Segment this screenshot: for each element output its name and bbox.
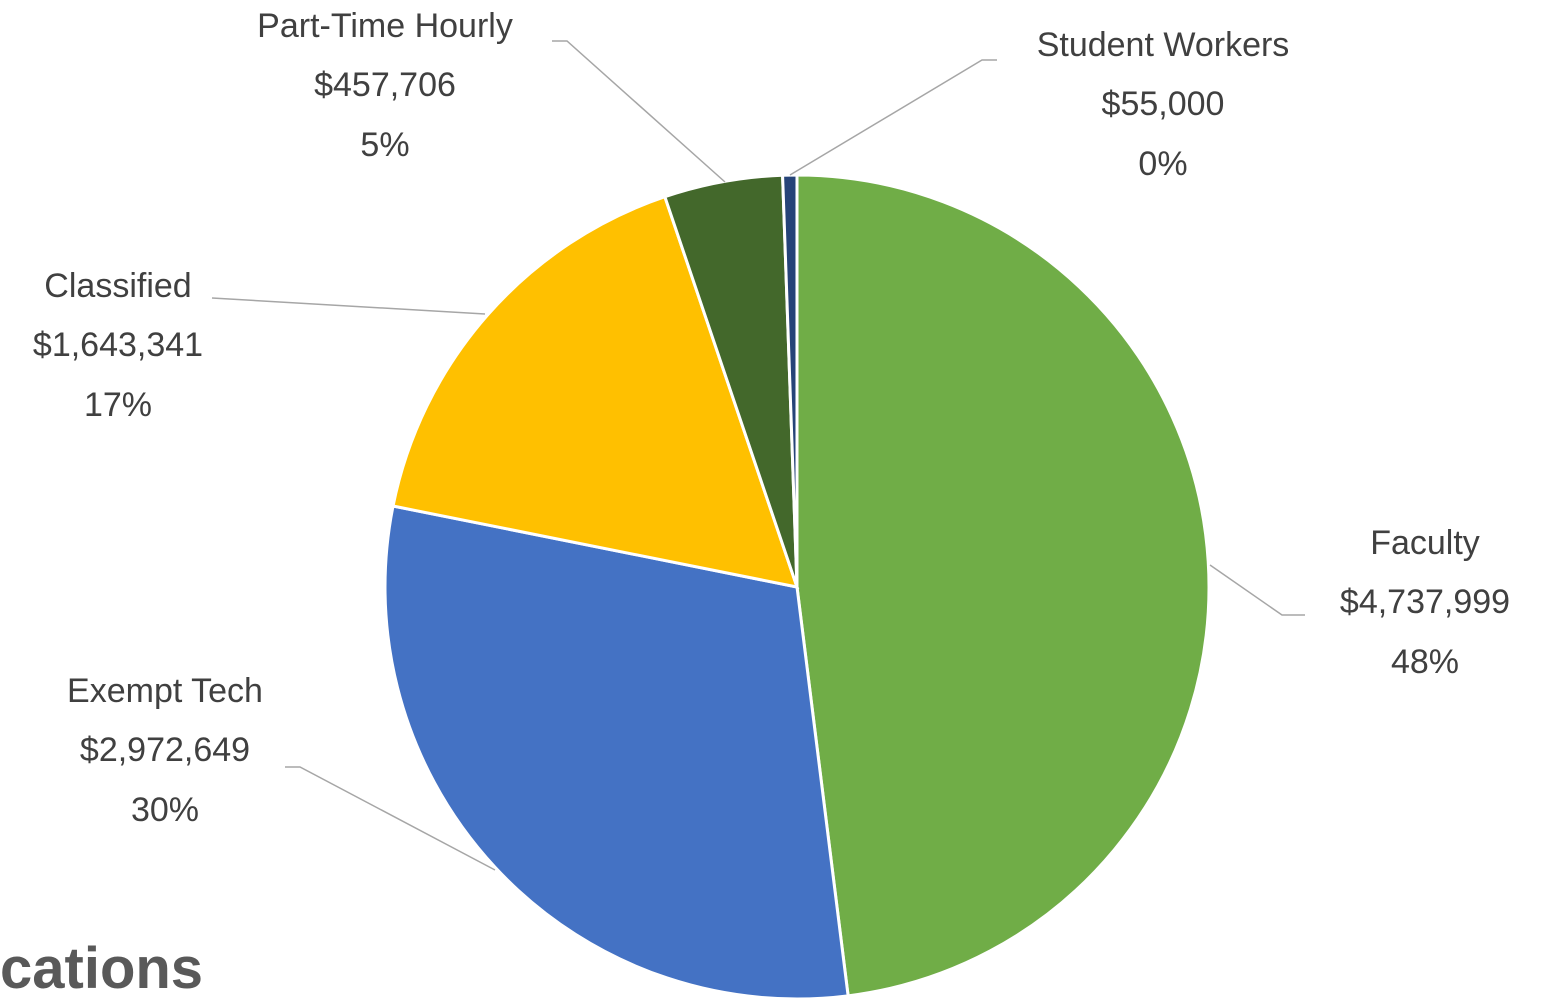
slice-value-label: $457,706 xyxy=(314,66,456,104)
slice-percent-label: 5% xyxy=(360,126,409,164)
slice-value-label: $4,737,999 xyxy=(1340,583,1510,621)
leader-line xyxy=(789,59,997,176)
slice-label: Faculty xyxy=(1370,524,1480,562)
slice-percent-label: 17% xyxy=(84,386,152,424)
pie-slice xyxy=(795,173,1211,998)
slice-label: Exempt Tech xyxy=(67,672,263,710)
slice-label: Classified xyxy=(44,267,191,305)
slice-label: Student Workers xyxy=(1037,26,1290,64)
slice-value-label: $2,972,649 xyxy=(80,731,250,769)
leader-line xyxy=(211,297,486,315)
slice-percent-label: 0% xyxy=(1138,145,1187,183)
leader-line xyxy=(285,766,496,871)
leader-line xyxy=(1209,564,1305,616)
slice-percent-label: 30% xyxy=(131,791,199,829)
slice-value-label: $55,000 xyxy=(1102,85,1225,123)
pie-slice xyxy=(383,504,850,999)
slice-value-label: $1,643,341 xyxy=(33,326,203,364)
pie-slice xyxy=(781,173,799,588)
slice-label: Part-Time Hourly xyxy=(257,7,513,45)
slice-percent-label: 48% xyxy=(1391,643,1459,681)
pie-slice xyxy=(391,194,800,589)
leader-line xyxy=(552,40,726,183)
chart-title: cations xyxy=(0,936,203,999)
